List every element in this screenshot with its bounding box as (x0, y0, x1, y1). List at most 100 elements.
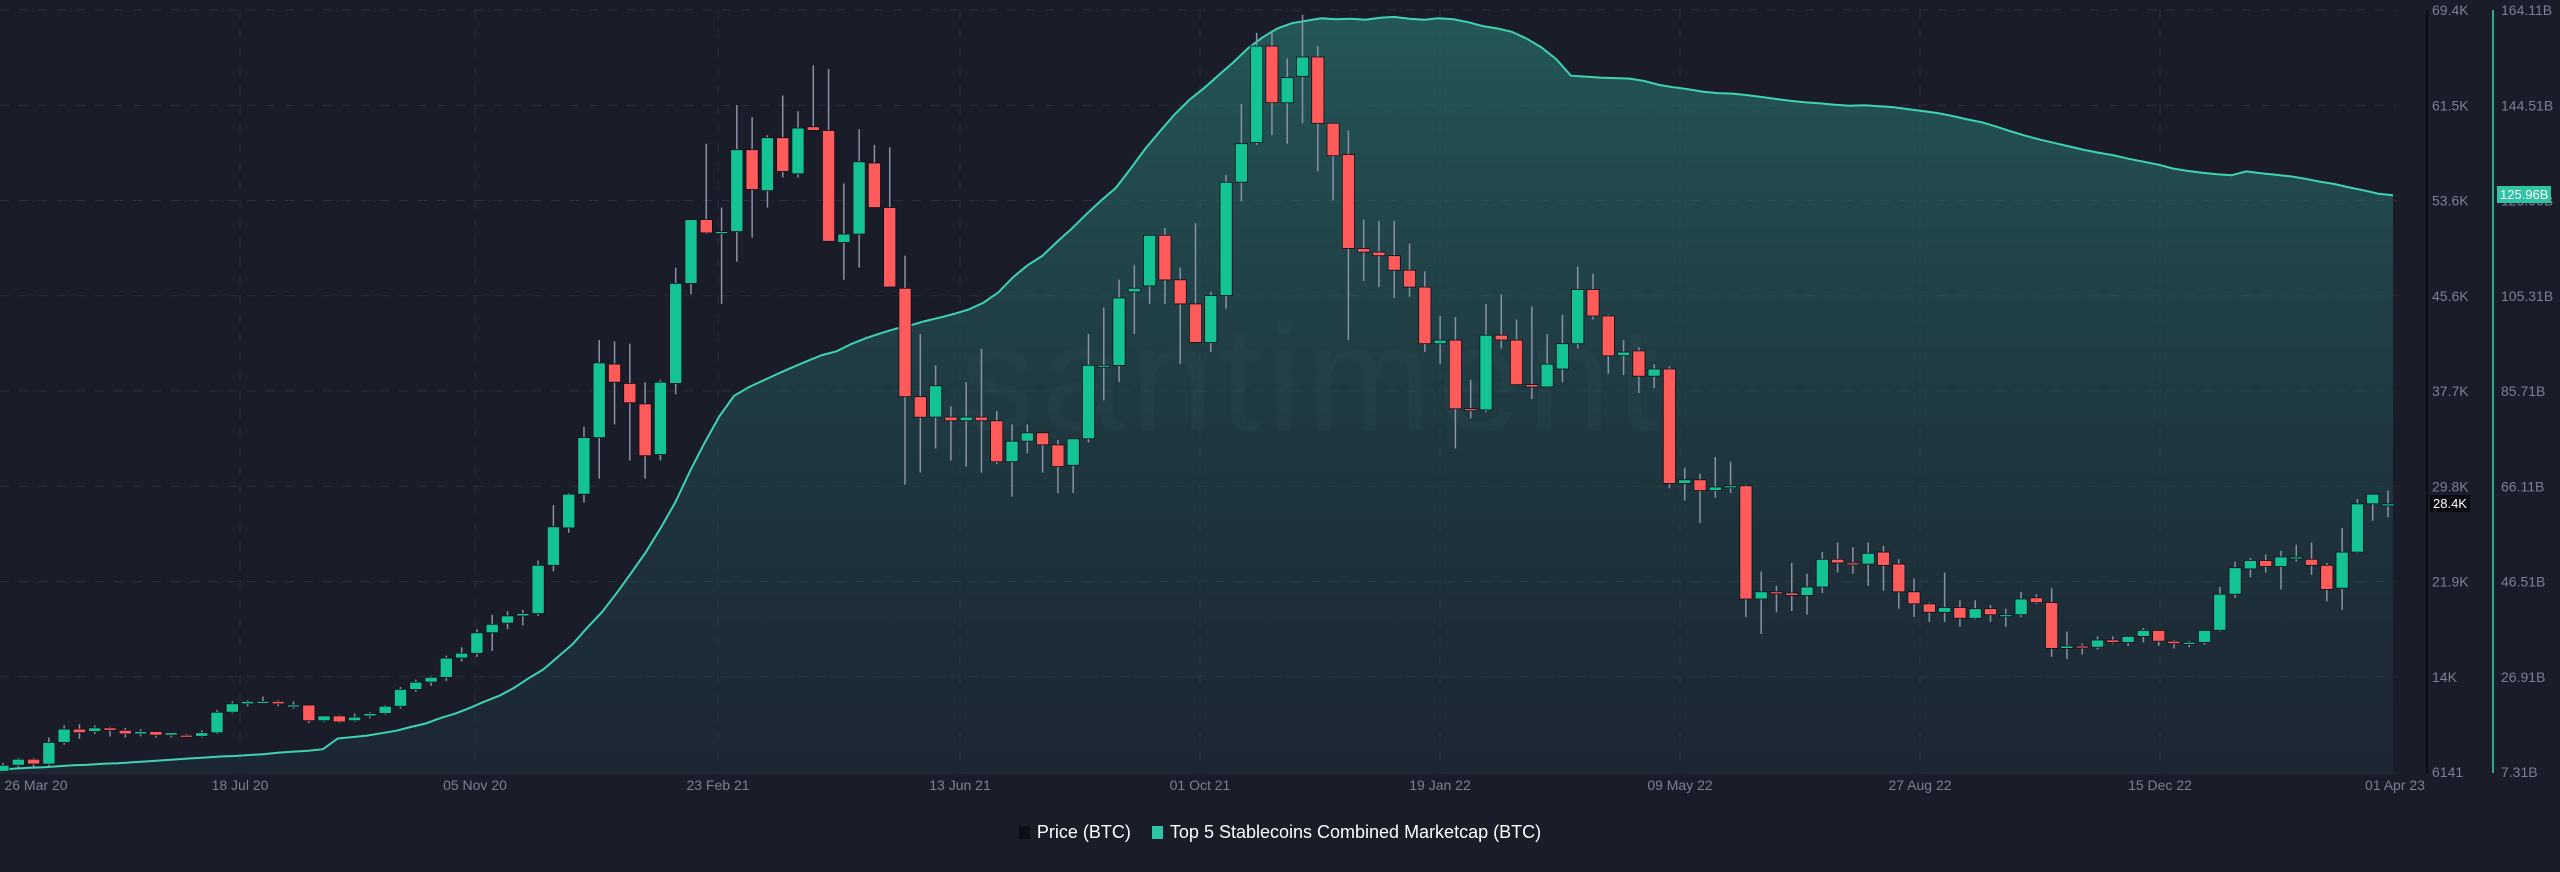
candle (27, 758, 41, 768)
price-tick-label: 37.7K (2432, 383, 2469, 399)
candle (2106, 636, 2120, 644)
candle (1938, 572, 1952, 622)
candle (1448, 317, 1462, 449)
candle (1632, 347, 1646, 394)
candle (210, 709, 224, 734)
candle (990, 411, 1004, 465)
candle (1724, 461, 1738, 494)
candle (1280, 58, 1294, 144)
date-tick-label: 27 Aug 22 (1888, 777, 1951, 793)
stablecoin-tick-label: 7.31B (2501, 764, 2538, 780)
candle (592, 340, 606, 479)
date-tick-label: 05 Nov 20 (443, 777, 507, 793)
candle (1127, 265, 1141, 335)
stablecoin-tick-label: 46.51B (2501, 574, 2545, 590)
candle (929, 365, 943, 449)
candle (2090, 636, 2104, 650)
candle (1433, 315, 1447, 365)
candle (715, 207, 729, 304)
date-tick-label: 26 Mar 20 (4, 777, 67, 793)
candle (1693, 473, 1707, 524)
candle (1800, 573, 1814, 615)
candle (500, 611, 514, 630)
date-tick-label: 13 Jun 21 (929, 777, 991, 793)
stablecoin-area-series (0, 15, 2394, 772)
candle (2152, 630, 2166, 647)
candle (531, 560, 545, 616)
candle (2304, 542, 2318, 575)
candle (1540, 334, 1554, 388)
candle (1754, 571, 1768, 634)
candle (2350, 499, 2364, 554)
candle (1387, 220, 1401, 298)
candle (852, 129, 866, 268)
candle (72, 724, 86, 739)
candle (1555, 314, 1569, 383)
candle (2381, 490, 2395, 518)
price-tick-label: 6141 (2432, 764, 2463, 780)
candle (1831, 542, 1845, 573)
candle (577, 426, 591, 503)
candle (2259, 554, 2273, 573)
candle (57, 725, 71, 745)
candle (1769, 585, 1783, 613)
candle (1846, 547, 1860, 574)
candle (348, 713, 362, 722)
candle (1403, 243, 1417, 297)
date-tick-label: 01 Apr 23 (2365, 777, 2425, 793)
candle (1311, 46, 1325, 172)
candle (2014, 591, 2028, 618)
candle (1189, 223, 1203, 343)
candle (1999, 608, 2013, 627)
candle (118, 727, 132, 738)
candle (2045, 588, 2059, 657)
candle (286, 701, 300, 709)
candle (1922, 602, 1936, 622)
price-tick-label: 53.6K (2432, 193, 2469, 209)
candle (776, 95, 790, 178)
candle (134, 729, 148, 737)
candle (608, 341, 622, 425)
candle (455, 647, 469, 662)
candle (883, 147, 897, 288)
candle (822, 69, 836, 242)
candle (623, 343, 637, 461)
candle (1617, 340, 1631, 375)
price-tick-label: 29.8K (2432, 478, 2469, 494)
stablecoin-area-fill (0, 16, 2393, 772)
candle (409, 679, 423, 692)
legend-item-price[interactable]: Price (BTC) (1018, 822, 1131, 843)
candle (1662, 366, 1676, 489)
candle (1785, 562, 1799, 612)
candle (1861, 542, 1875, 586)
candle (1051, 440, 1065, 494)
candle (241, 700, 255, 707)
candle (363, 712, 377, 719)
price-tick-label: 61.5K (2432, 97, 2469, 113)
candle (1479, 303, 1493, 413)
candle (944, 406, 958, 461)
candle (1892, 559, 1906, 609)
date-axis-labels: 26 Mar 20 18 Jul 20 05 Nov 20 23 Feb 21 13 J… (4, 777, 2425, 793)
candle (1020, 424, 1034, 454)
candle (1647, 364, 1661, 389)
legend-item-stablecoins[interactable]: Top 5 Stablecoins Combined Marketcap (BT… (1151, 822, 1542, 843)
candle (1357, 219, 1371, 282)
candle (317, 715, 331, 722)
candle (1066, 438, 1080, 494)
candle (2182, 641, 2196, 648)
legend-label-stablecoins: Top 5 Stablecoins Combined Marketcap (BT… (1169, 822, 1542, 842)
candle (1464, 379, 1478, 419)
candle (760, 135, 774, 208)
candle (959, 382, 973, 467)
candle (195, 730, 209, 738)
candle (2335, 527, 2349, 610)
candle (2228, 561, 2242, 598)
candle (1158, 228, 1172, 304)
candle (1173, 267, 1187, 365)
price-tick-label: 21.9K (2432, 574, 2469, 590)
legend-swatch-stablecoins (1151, 826, 1163, 839)
candle (730, 105, 744, 262)
